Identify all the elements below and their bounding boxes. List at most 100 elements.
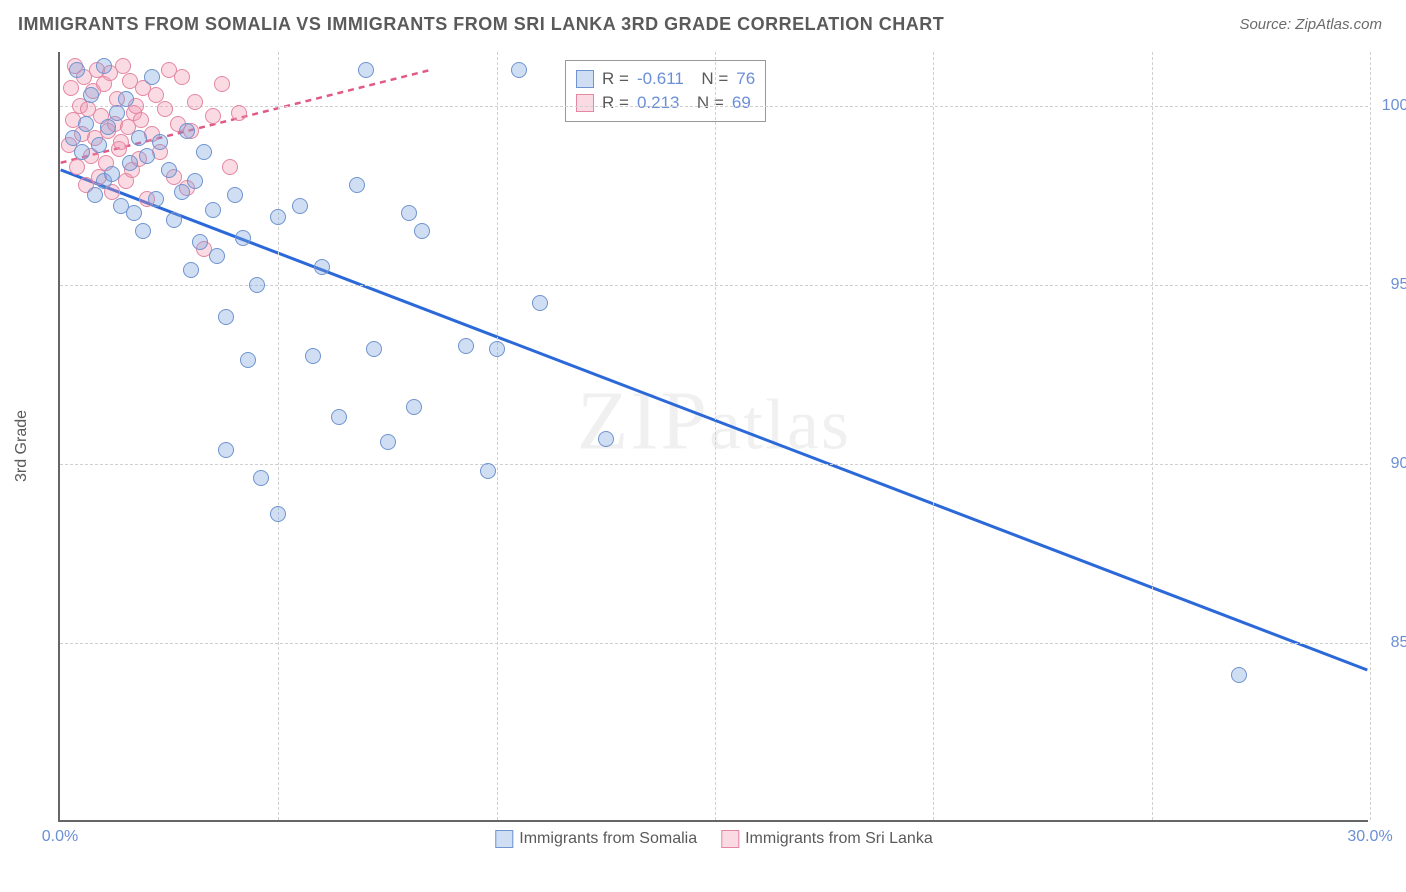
scatter-point (489, 341, 505, 357)
chart-plot-area: ZIPatlas R = -0.611 N = 76R = 0.213 N = … (58, 52, 1368, 822)
legend-swatch (576, 70, 594, 88)
scatter-point (65, 130, 81, 146)
scatter-point (231, 105, 247, 121)
scatter-point (109, 105, 125, 121)
legend-series: Immigrants from Somalia Immigrants from S… (495, 830, 932, 848)
legend-n-label: N = (692, 69, 728, 89)
scatter-point (532, 295, 548, 311)
scatter-point (209, 248, 225, 264)
scatter-point (104, 166, 120, 182)
legend-r-label: R = (602, 93, 629, 113)
scatter-point (174, 184, 190, 200)
legend-swatch (721, 830, 739, 848)
gridline-v (497, 52, 498, 820)
legend-swatch (576, 94, 594, 112)
scatter-point (152, 134, 168, 150)
scatter-point (157, 101, 173, 117)
legend-r-label: R = (602, 69, 629, 89)
scatter-point (131, 130, 147, 146)
scatter-point (74, 144, 90, 160)
scatter-point (240, 352, 256, 368)
scatter-point (380, 434, 396, 450)
scatter-point (118, 91, 134, 107)
gridline-v (278, 52, 279, 820)
x-tick-label: 30.0% (1347, 828, 1392, 846)
gridline-v (1152, 52, 1153, 820)
scatter-point (113, 134, 129, 150)
legend-stats-row: R = 0.213 N = 69 (576, 91, 755, 115)
legend-n-label: N = (687, 93, 723, 113)
scatter-point (135, 223, 151, 239)
y-axis-label: 3rd Grade (13, 410, 31, 482)
scatter-point (218, 309, 234, 325)
legend-series-label: Immigrants from Sri Lanka (745, 830, 933, 848)
gridline-v (933, 52, 934, 820)
scatter-point (133, 112, 149, 128)
legend-series-label: Immigrants from Somalia (519, 830, 697, 848)
legend-r-value: 0.213 (637, 93, 680, 113)
trend-lines-layer (60, 52, 1368, 820)
gridline-h (60, 643, 1368, 644)
scatter-point (126, 205, 142, 221)
scatter-point (161, 162, 177, 178)
scatter-point (83, 87, 99, 103)
scatter-point (253, 470, 269, 486)
scatter-point (196, 144, 212, 160)
scatter-point (205, 202, 221, 218)
gridline-h (60, 464, 1368, 465)
scatter-point (148, 191, 164, 207)
legend-n-value: 76 (736, 69, 755, 89)
scatter-point (270, 506, 286, 522)
scatter-point (406, 399, 422, 415)
scatter-point (305, 348, 321, 364)
gridline-v (1370, 52, 1371, 820)
legend-swatch (495, 830, 513, 848)
scatter-point (69, 62, 85, 78)
scatter-point (414, 223, 430, 239)
scatter-point (214, 76, 230, 92)
scatter-point (598, 431, 614, 447)
scatter-point (292, 198, 308, 214)
scatter-point (174, 69, 190, 85)
legend-r-value: -0.611 (637, 69, 684, 89)
y-tick-label: 100.0% (1382, 97, 1406, 115)
scatter-point (187, 173, 203, 189)
scatter-point (87, 187, 103, 203)
scatter-point (1231, 667, 1247, 683)
scatter-point (458, 338, 474, 354)
x-tick-label: 0.0% (42, 828, 78, 846)
chart-source: Source: ZipAtlas.com (1239, 16, 1382, 33)
scatter-point (69, 159, 85, 175)
scatter-point (222, 159, 238, 175)
watermark: ZIPatlas (577, 372, 851, 469)
scatter-point (139, 148, 155, 164)
scatter-point (144, 69, 160, 85)
scatter-point (314, 259, 330, 275)
scatter-point (218, 442, 234, 458)
scatter-point (270, 209, 286, 225)
legend-stats: R = -0.611 N = 76R = 0.213 N = 69 (565, 60, 766, 122)
scatter-point (511, 62, 527, 78)
scatter-point (205, 108, 221, 124)
legend-series-item: Immigrants from Sri Lanka (721, 830, 933, 848)
scatter-point (100, 119, 116, 135)
legend-n-value: 69 (732, 93, 751, 113)
scatter-point (227, 187, 243, 203)
scatter-point (63, 80, 79, 96)
scatter-point (480, 463, 496, 479)
y-tick-label: 95.0% (1391, 276, 1406, 294)
scatter-point (179, 123, 195, 139)
scatter-point (91, 137, 107, 153)
y-tick-label: 85.0% (1391, 634, 1406, 652)
gridline-h (60, 106, 1368, 107)
scatter-point (366, 341, 382, 357)
scatter-point (331, 409, 347, 425)
scatter-point (235, 230, 251, 246)
chart-title: IMMIGRANTS FROM SOMALIA VS IMMIGRANTS FR… (18, 14, 944, 35)
y-tick-label: 90.0% (1391, 455, 1406, 473)
scatter-point (122, 155, 138, 171)
scatter-point (401, 205, 417, 221)
scatter-point (249, 277, 265, 293)
scatter-point (349, 177, 365, 193)
scatter-point (187, 94, 203, 110)
